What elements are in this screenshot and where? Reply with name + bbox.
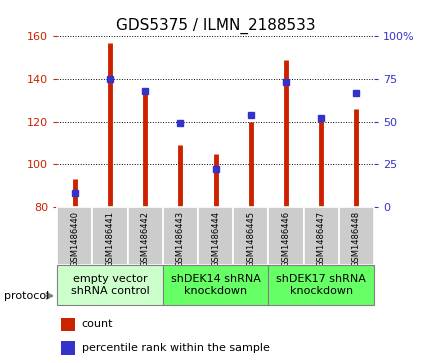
- Bar: [233, 207, 268, 265]
- Text: empty vector
shRNA control: empty vector shRNA control: [71, 274, 149, 296]
- Text: GSM1486444: GSM1486444: [211, 211, 220, 267]
- Bar: [57, 265, 163, 305]
- Bar: [92, 207, 128, 265]
- Text: percentile rank within the sample: percentile rank within the sample: [82, 343, 270, 353]
- Bar: [57, 207, 92, 265]
- Bar: [268, 207, 304, 265]
- Bar: [61, 342, 75, 355]
- Text: count: count: [82, 319, 114, 330]
- Title: GDS5375 / ILMN_2188533: GDS5375 / ILMN_2188533: [116, 17, 315, 33]
- Bar: [163, 207, 198, 265]
- Text: GSM1486448: GSM1486448: [352, 211, 361, 267]
- Bar: [268, 265, 374, 305]
- Bar: [128, 207, 163, 265]
- Text: protocol: protocol: [4, 291, 50, 301]
- Text: shDEK14 shRNA
knockdown: shDEK14 shRNA knockdown: [171, 274, 260, 296]
- Text: shDEK17 shRNA
knockdown: shDEK17 shRNA knockdown: [276, 274, 366, 296]
- Text: GSM1486443: GSM1486443: [176, 211, 185, 267]
- Bar: [304, 207, 339, 265]
- Bar: [61, 318, 75, 331]
- Text: GSM1486447: GSM1486447: [317, 211, 326, 267]
- Text: GSM1486442: GSM1486442: [141, 211, 150, 267]
- Bar: [163, 265, 268, 305]
- Text: GSM1486441: GSM1486441: [106, 211, 114, 267]
- Text: GSM1486440: GSM1486440: [70, 211, 79, 267]
- Bar: [198, 207, 233, 265]
- Text: GSM1486446: GSM1486446: [282, 211, 290, 267]
- Text: GSM1486445: GSM1486445: [246, 211, 255, 267]
- Bar: [339, 207, 374, 265]
